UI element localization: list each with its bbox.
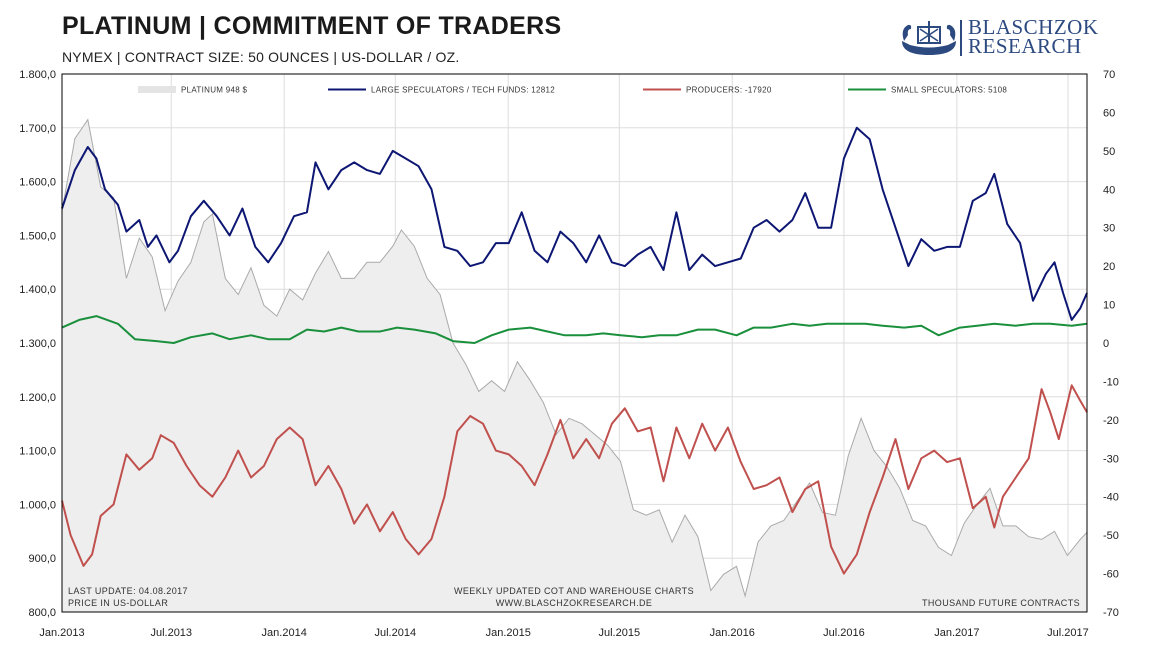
price-area-fill xyxy=(62,119,1087,612)
producers-line xyxy=(61,384,1088,575)
y-left-tick-label: 1.200,0 xyxy=(19,392,56,404)
y-right-tick-label: -70 xyxy=(1103,607,1119,619)
x-axis-labels: Jan.2013 Jul.2013 Jan.2014 Jul.2014 Jan.2015… xyxy=(39,627,1088,639)
y-left-tick-label: 1.100,0 xyxy=(19,446,56,458)
brand-logo: BLASCHZOK RESEARCH xyxy=(898,17,1098,59)
y-right-tick-label: 10 xyxy=(1103,300,1115,312)
y-right-tick-label: 60 xyxy=(1103,107,1115,119)
x-tick-label: Jul.2017 xyxy=(1047,627,1089,639)
y-right-tick-label: 20 xyxy=(1103,261,1115,273)
x-tick-label: Jan.2013 xyxy=(39,627,84,639)
footer-center-line-1: WEEKLY UPDATED COT AND WAREHOUSE CHARTS xyxy=(454,586,694,596)
y-left-tick-label: 900,0 xyxy=(28,553,56,565)
y-right-tick-label: -60 xyxy=(1103,569,1119,581)
logo-wordmark: BLASCHZOK RESEARCH xyxy=(968,15,1099,58)
y-right-tick-label: 0 xyxy=(1103,338,1109,350)
y-right-tick-label: -10 xyxy=(1103,376,1119,388)
y-right-tick-label: 70 xyxy=(1103,69,1115,81)
x-tick-label: Jul.2014 xyxy=(374,627,416,639)
x-tick-label: Jul.2013 xyxy=(150,627,192,639)
y-left-tick-label: 1.600,0 xyxy=(19,177,56,189)
x-tick-label: Jan.2015 xyxy=(486,627,531,639)
logo-line-2: RESEARCH xyxy=(968,34,1082,58)
y-right-tick-label: -50 xyxy=(1103,530,1119,542)
y-right-tick-label: -30 xyxy=(1103,453,1119,465)
large-speculators-line xyxy=(61,126,1088,321)
y-left-tick-label: 1.400,0 xyxy=(19,284,56,296)
viking-ship-icon xyxy=(902,21,956,55)
y-left-tick-label: 1.300,0 xyxy=(19,338,56,350)
price-area-layer xyxy=(61,118,1088,612)
y-right-tick-label: 30 xyxy=(1103,223,1115,235)
y-left-tick-label: 1.800,0 xyxy=(19,69,56,81)
footer-notes: LAST UPDATE: 04.08.2017 PRICE IN US-DOLL… xyxy=(68,586,1080,608)
x-tick-label: Jan.2017 xyxy=(934,627,979,639)
plot-border xyxy=(61,73,1088,613)
y-left-tick-label: 1.700,0 xyxy=(19,123,56,135)
legend-label: LARGE SPECULATORS / TECH FUNDS: 12812 xyxy=(371,86,555,95)
y-right-tick-label: 40 xyxy=(1103,184,1115,196)
y-left-tick-label: 1.500,0 xyxy=(19,230,56,242)
price-line xyxy=(61,118,1088,598)
footer-left-line-1: LAST UPDATE: 04.08.2017 xyxy=(68,586,188,596)
x-tick-label: Jan.2016 xyxy=(710,627,755,639)
x-tick-label: Jan.2014 xyxy=(262,627,307,639)
x-tick-label: Jul.2016 xyxy=(823,627,865,639)
y-left-tick-label: 1.000,0 xyxy=(19,499,56,511)
logo-line-1: BLASCHZOK xyxy=(968,15,1099,39)
page-title: PLATINUM | COMMITMENT OF TRADERS xyxy=(62,12,562,40)
y-left-tick-label: 800,0 xyxy=(28,607,56,619)
legend-swatch-price xyxy=(138,86,176,93)
legend-label: PLATINUM 948 $ xyxy=(181,86,248,95)
series-lines-layer xyxy=(61,126,1088,575)
y-right-tick-label: 50 xyxy=(1103,146,1115,158)
legend-label: PRODUCERS: -17920 xyxy=(686,86,772,95)
small-speculators-line xyxy=(61,315,1088,344)
y-right-tick-label: -40 xyxy=(1103,492,1119,504)
legend-label: SMALL SPECULATORS: 5108 xyxy=(891,86,1007,95)
footer-center-line-2: WWW.BLASCHZOKRESEARCH.DE xyxy=(496,598,653,608)
y-right-tick-label: -20 xyxy=(1103,415,1119,427)
logo-divider xyxy=(960,20,962,56)
page-subtitle: NYMEX | CONTRACT SIZE: 50 OUNCES | US-DO… xyxy=(62,49,460,65)
left-axis-labels: 1.800,0 1.700,0 1.600,0 1.500,0 1.400,0 1.300… xyxy=(19,69,56,619)
x-tick-label: Jul.2015 xyxy=(599,627,641,639)
right-axis-labels: 70 60 50 40 30 20 10 0 -10 -20 -30 -40 -50 -60 -70 xyxy=(1103,69,1119,619)
footer-right-line-1: THOUSAND FUTURE CONTRACTS xyxy=(922,598,1080,608)
footer-left-line-2: PRICE IN US-DOLLAR xyxy=(68,598,168,608)
legend: PLATINUM 948 $ LARGE SPECULATORS / TECH F… xyxy=(138,86,1007,95)
